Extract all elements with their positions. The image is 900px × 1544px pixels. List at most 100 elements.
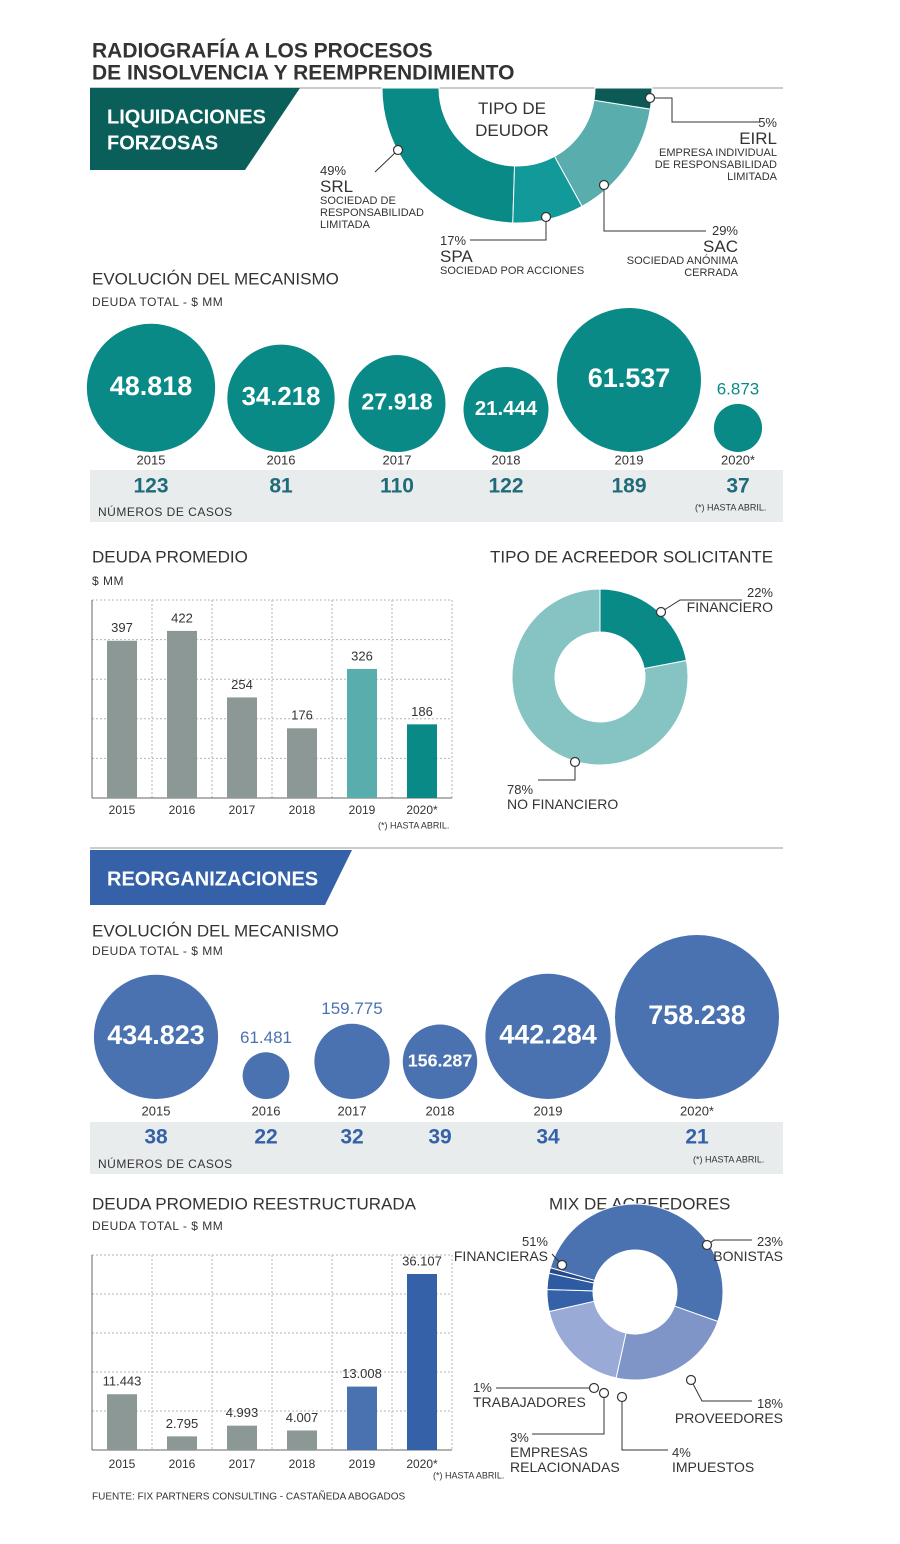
value-label: 186 bbox=[411, 704, 433, 719]
callout-name: EIRL bbox=[739, 129, 777, 148]
value-label: 4.993 bbox=[226, 1405, 259, 1420]
value-label: 176 bbox=[291, 708, 313, 723]
bubble-label: 156.287 bbox=[408, 1050, 473, 1070]
bubble-label: 21.444 bbox=[475, 398, 538, 420]
cases-band bbox=[90, 470, 783, 522]
callout-dot bbox=[569, 756, 581, 768]
donut-slice bbox=[512, 155, 583, 224]
x-tick-label: 2019 bbox=[615, 452, 644, 467]
chart-subtitle: $ MM bbox=[92, 574, 124, 588]
callout-dot bbox=[598, 1387, 610, 1399]
callout-name: TRABAJADORES bbox=[473, 1394, 586, 1410]
bar bbox=[287, 1430, 317, 1450]
bubble bbox=[227, 344, 335, 452]
x-tick-label: 2016 bbox=[169, 803, 196, 817]
cases-label: NÚMEROS DE CASOS bbox=[98, 504, 233, 519]
callout-name: SPA bbox=[440, 247, 473, 266]
bubble-label: 434.823 bbox=[107, 1020, 205, 1050]
callout-value: 18% bbox=[756, 1396, 783, 1411]
footnote: (*) HASTA ABRIL. bbox=[378, 820, 449, 830]
callout-value: 5% bbox=[758, 115, 777, 130]
chart-title: DEUDA PROMEDIO bbox=[92, 547, 248, 566]
callout-desc: SOCIEDAD DE RESPONSABILIDAD LIMITADA bbox=[320, 195, 424, 231]
x-tick-label: 2015 bbox=[109, 1457, 136, 1471]
value-label: 2.795 bbox=[166, 1416, 199, 1431]
callout-name: SRL bbox=[320, 177, 354, 196]
callout-dot bbox=[644, 92, 656, 104]
bubble bbox=[86, 323, 216, 453]
callout: 5% EIRL EMPRESA INDIVIDUAL DE RESPONSABILI… bbox=[647, 115, 777, 183]
value-label: 11.443 bbox=[103, 1374, 142, 1389]
x-tick-label: 2016 bbox=[267, 452, 296, 467]
case-count: 37 bbox=[726, 475, 749, 498]
case-count: 123 bbox=[133, 475, 168, 498]
x-tick-label: 2016 bbox=[252, 1103, 281, 1118]
x-tick-label: 2017 bbox=[229, 1457, 256, 1471]
bubble-label: 758.238 bbox=[648, 1000, 746, 1030]
section-title: REORGANIZACIONES bbox=[107, 868, 318, 890]
case-count: 22 bbox=[254, 1126, 277, 1149]
callout-dot bbox=[392, 144, 404, 156]
callout-dot bbox=[556, 1259, 568, 1271]
chart-title: DEUDA PROMEDIO REESTRUCTURADA bbox=[92, 1194, 417, 1213]
x-tick-label: 2017 bbox=[338, 1103, 367, 1118]
leader-line bbox=[660, 599, 742, 613]
callout: 3% EMPRESAS RELACIONADAS bbox=[510, 1430, 620, 1475]
case-count: 34 bbox=[536, 1126, 560, 1149]
x-tick-label: 2020* bbox=[406, 803, 438, 817]
x-tick-label: 2018 bbox=[289, 1457, 316, 1471]
x-tick-label: 2015 bbox=[142, 1103, 171, 1118]
case-count: 122 bbox=[488, 475, 523, 498]
callout-dot bbox=[655, 606, 667, 618]
chart-subtitle: DEUDA TOTAL - $ MM bbox=[92, 944, 223, 958]
x-tick-label: 2015 bbox=[109, 803, 136, 817]
bubble-label: 61.481 bbox=[240, 1028, 292, 1047]
case-count: 81 bbox=[269, 475, 293, 498]
chart-title: EVOLUCIÓN DEL MECANISMO bbox=[92, 921, 339, 940]
leader-line bbox=[374, 149, 399, 173]
x-tick-label: 2015 bbox=[137, 452, 166, 467]
callout: 49% SRL SOCIEDAD DE RESPONSABILIDAD LIMITA… bbox=[320, 163, 438, 231]
leader-line bbox=[690, 1379, 752, 1402]
leader-line bbox=[603, 185, 706, 232]
bubble-label: 34.218 bbox=[242, 383, 321, 411]
donut-slice bbox=[511, 588, 689, 766]
case-count: 38 bbox=[144, 1126, 168, 1149]
bar bbox=[227, 697, 257, 798]
case-count: 21 bbox=[685, 1126, 709, 1149]
bubble-label: 61.537 bbox=[588, 363, 671, 393]
callout-value: 29% bbox=[711, 223, 738, 238]
bar bbox=[167, 1436, 197, 1450]
donut-slice bbox=[548, 1267, 596, 1284]
x-tick-label: 2017 bbox=[229, 803, 256, 817]
section-banner bbox=[90, 850, 352, 905]
callout-dot bbox=[540, 211, 552, 223]
callout-name: PROVEEDORES bbox=[674, 1410, 783, 1426]
callout-name: BONISTAS bbox=[713, 1248, 783, 1264]
donut-center-label: TIPO DE DEUDOR bbox=[475, 99, 549, 140]
bubble bbox=[242, 1052, 290, 1099]
bubble bbox=[402, 1024, 478, 1099]
callout: 1% TRABAJADORES bbox=[473, 1380, 586, 1410]
section-banner bbox=[90, 88, 300, 170]
bubble-label: 48.818 bbox=[110, 371, 193, 401]
callout-name: FINANCIERO bbox=[686, 599, 773, 615]
callout-name: FINANCIERAS bbox=[453, 1248, 548, 1264]
bubble bbox=[713, 403, 763, 452]
leader-line bbox=[470, 217, 547, 241]
callout-dot bbox=[588, 1382, 600, 1394]
callout-value: 23% bbox=[756, 1234, 783, 1249]
callout: 22% FINANCIERO bbox=[653, 585, 773, 615]
leader-line bbox=[621, 1397, 668, 1451]
bubble-label: 442.284 bbox=[499, 1019, 597, 1049]
bubble-label: 27.918 bbox=[361, 389, 432, 415]
x-tick-label: 2019 bbox=[349, 1457, 376, 1471]
callout-desc: EMPRESA INDIVIDUAL DE RESPONSABILIDAD LI… bbox=[654, 147, 777, 183]
bubble bbox=[615, 935, 779, 1099]
x-tick-label: 2020* bbox=[721, 452, 755, 467]
donut-slice bbox=[615, 1305, 719, 1381]
value-label: 254 bbox=[231, 677, 253, 692]
bubble bbox=[463, 366, 549, 452]
